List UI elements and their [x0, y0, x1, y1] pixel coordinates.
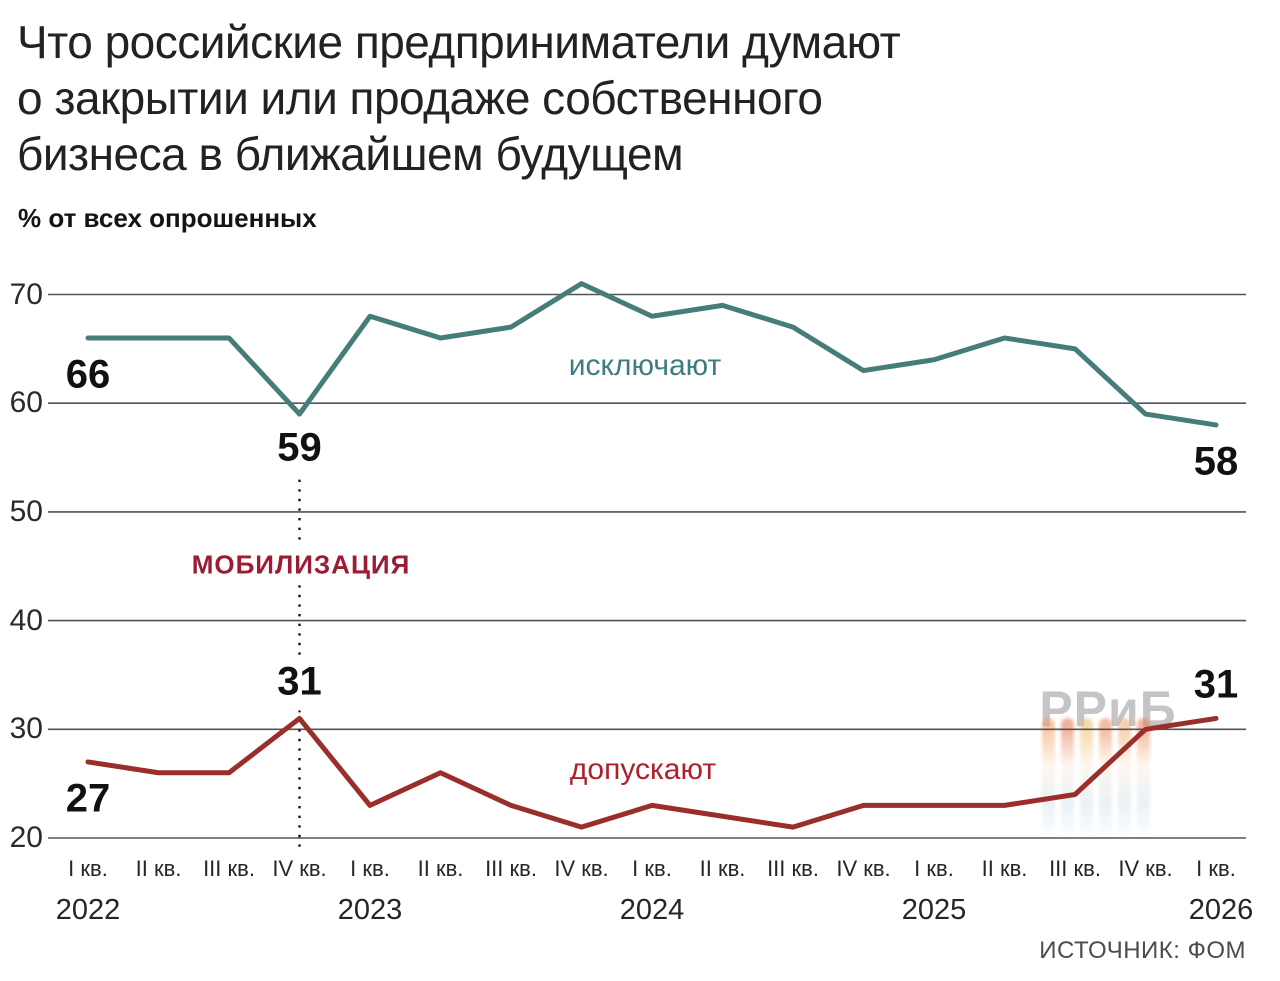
chart-title: Что российские предприниматели думают о … — [17, 16, 901, 181]
series-line-0 — [85, 281, 1219, 428]
chart-subtitle: % от всех опрошенных — [18, 203, 317, 233]
source-label: ИСТОЧНИК: ФОМ — [1039, 937, 1246, 964]
watermark-candles-icon — [1042, 718, 1174, 836]
watermark-candle-1 — [1061, 718, 1074, 836]
watermark-candle-3 — [1099, 718, 1112, 836]
series-line-1 — [85, 715, 1219, 830]
watermark-candle-5 — [1137, 718, 1150, 836]
watermark-candle-0 — [1042, 718, 1055, 836]
event-label-mobilization: МОБИЛИЗАЦИЯ — [181, 545, 421, 585]
watermark-candle-2 — [1080, 718, 1093, 836]
